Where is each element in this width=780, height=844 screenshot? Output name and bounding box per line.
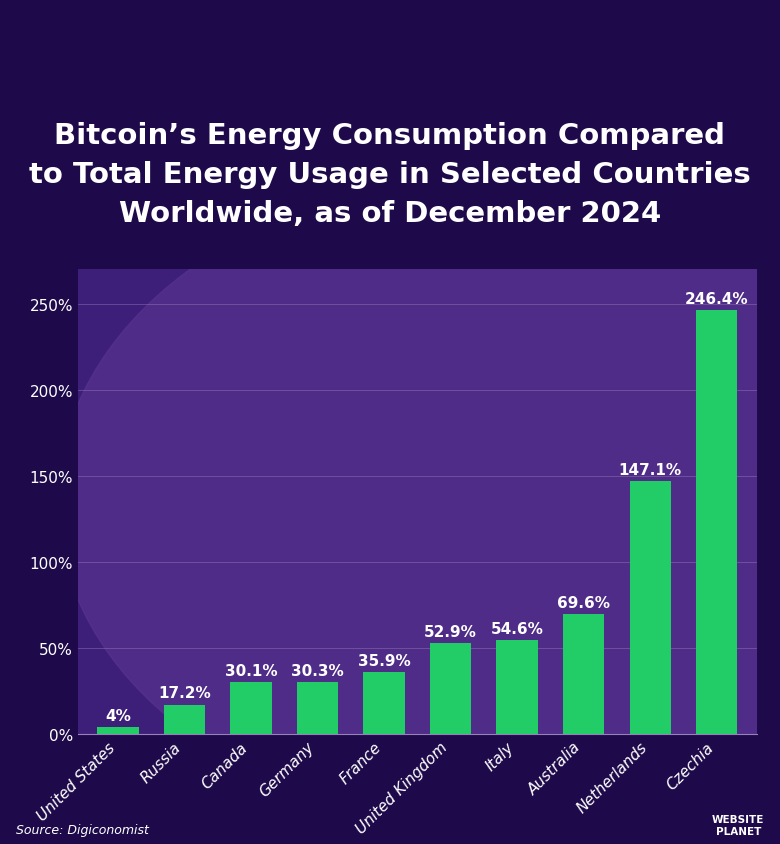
- Text: 54.6%: 54.6%: [491, 621, 544, 636]
- Text: 4%: 4%: [105, 708, 131, 723]
- Bar: [98, 728, 139, 734]
- Text: 17.2%: 17.2%: [158, 685, 211, 701]
- Text: 30.1%: 30.1%: [225, 663, 277, 679]
- Text: WEBSITE
PLANET: WEBSITE PLANET: [712, 814, 764, 836]
- Bar: [696, 311, 737, 734]
- Bar: [430, 643, 471, 734]
- Bar: [230, 683, 271, 734]
- Bar: [497, 641, 537, 734]
- Bar: [363, 673, 405, 734]
- Bar: [563, 614, 604, 734]
- Text: 246.4%: 246.4%: [685, 291, 749, 306]
- Text: 69.6%: 69.6%: [557, 595, 610, 610]
- Bar: [629, 481, 671, 734]
- Bar: [297, 682, 339, 734]
- Text: 147.1%: 147.1%: [619, 463, 682, 477]
- Bar: [164, 705, 205, 734]
- Text: Source: Digiconomist: Source: Digiconomist: [16, 823, 148, 836]
- Text: Bitcoin’s Energy Consumption Compared
to Total Energy Usage in Selected Countrie: Bitcoin’s Energy Consumption Compared to…: [29, 122, 751, 228]
- Text: 30.3%: 30.3%: [291, 663, 344, 678]
- Ellipse shape: [58, 177, 780, 827]
- Text: 52.9%: 52.9%: [424, 624, 477, 639]
- Text: 35.9%: 35.9%: [358, 653, 410, 668]
